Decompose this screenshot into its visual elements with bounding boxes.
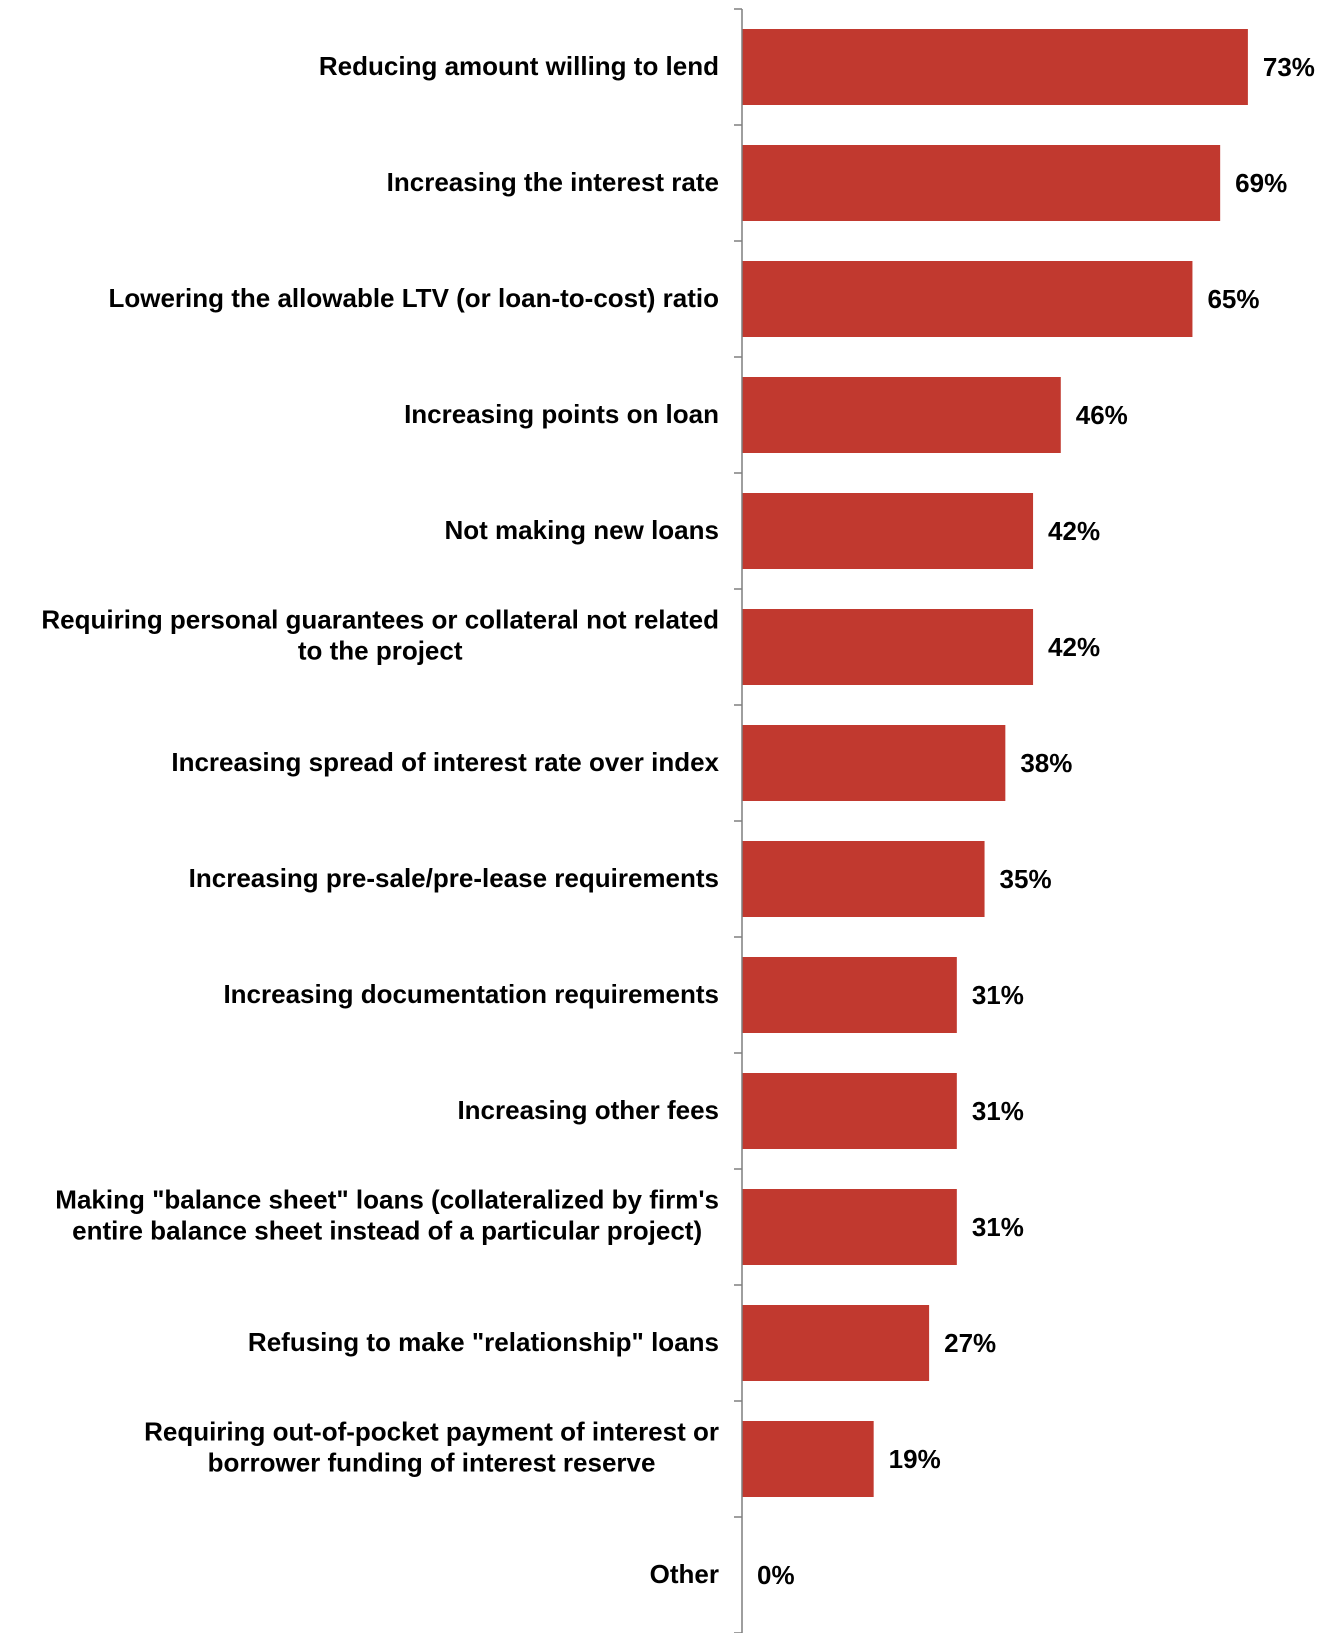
- category-label: Requiring out-of-pocket payment of inter…: [144, 1417, 719, 1478]
- value-labels: 73% 69% 65% 46% 42% 42% 38% 35% 31% 31% 31% 27% 19% 0…: [757, 52, 1315, 1590]
- category-label: Increasing points on loan: [404, 399, 719, 429]
- category-label-line: Increasing other fees: [457, 1095, 719, 1125]
- category-label-line: Increasing documentation requirements: [223, 979, 719, 1009]
- data-label: 19%: [889, 1444, 941, 1474]
- category-label-line: Increasing points on loan: [404, 399, 719, 429]
- category-label-line: Refusing to make "relationship" loans: [248, 1327, 719, 1357]
- category-label: Requiring personal guarantees or collate…: [41, 605, 719, 666]
- data-label: 65%: [1207, 284, 1259, 314]
- bar: [742, 377, 1061, 453]
- data-label: 35%: [1000, 864, 1052, 894]
- data-label: 31%: [972, 980, 1024, 1010]
- data-label: 42%: [1048, 632, 1100, 662]
- category-label: Increasing spread of interest rate over …: [171, 747, 719, 777]
- bar: [742, 1073, 957, 1149]
- data-label: 46%: [1076, 400, 1128, 430]
- bar: [742, 841, 985, 917]
- bar: [742, 493, 1034, 569]
- category-label: Increasing documentation requirements: [223, 979, 719, 1009]
- data-label: 73%: [1263, 52, 1315, 82]
- category-label: Reducing amount willing to lend: [319, 51, 719, 81]
- category-label: Not making new loans: [445, 515, 720, 545]
- category-label: Increasing other fees: [457, 1095, 719, 1125]
- data-label: 27%: [944, 1328, 996, 1358]
- category-label: Increasing pre-sale/pre-lease requiremen…: [189, 863, 719, 893]
- category-axis: [734, 8, 743, 1633]
- data-label: 38%: [1020, 748, 1072, 778]
- bar: [742, 957, 957, 1033]
- bar: [742, 1421, 874, 1497]
- category-labels: Reducing amount willing to lend Increasin…: [41, 51, 719, 1589]
- category-label-line: Not making new loans: [445, 515, 720, 545]
- category-label-line: Requiring personal guarantees or collate…: [41, 605, 719, 635]
- bar: [742, 145, 1221, 221]
- data-label: 42%: [1048, 516, 1100, 546]
- category-label-line: Other: [650, 1559, 719, 1589]
- category-label-line: entire balance sheet instead of a partic…: [72, 1216, 702, 1246]
- category-label: Increasing the interest rate: [387, 167, 719, 197]
- data-label: 0%: [757, 1560, 795, 1590]
- category-label: Other: [650, 1559, 719, 1589]
- bar: [742, 609, 1034, 685]
- bar: [742, 1189, 957, 1265]
- category-label-line: Requiring out-of-pocket payment of inter…: [144, 1417, 719, 1447]
- bar: [742, 725, 1006, 801]
- category-label-line: to the project: [298, 636, 463, 666]
- category-label: Refusing to make "relationship" loans: [248, 1327, 719, 1357]
- category-label-line: Lowering the allowable LTV (or loan-to-c…: [108, 283, 719, 313]
- category-label: Lowering the allowable LTV (or loan-to-c…: [108, 283, 719, 313]
- bars-group: [742, 29, 1248, 1497]
- category-label: Making "balance sheet" loans (collateral…: [55, 1185, 719, 1246]
- bar: [742, 261, 1193, 337]
- category-label-line: Reducing amount willing to lend: [319, 51, 719, 81]
- category-label-line: Making "balance sheet" loans (collateral…: [55, 1185, 719, 1215]
- category-label-line: borrower funding of interest reserve: [208, 1448, 656, 1478]
- category-label-line: Increasing the interest rate: [387, 167, 719, 197]
- bar: [742, 1305, 930, 1381]
- data-label: 69%: [1235, 168, 1287, 198]
- bar: [742, 29, 1248, 105]
- data-label: 31%: [972, 1096, 1024, 1126]
- data-label: 31%: [972, 1212, 1024, 1242]
- category-label-line: Increasing spread of interest rate over …: [171, 747, 719, 777]
- category-label-line: Increasing pre-sale/pre-lease requiremen…: [189, 863, 719, 893]
